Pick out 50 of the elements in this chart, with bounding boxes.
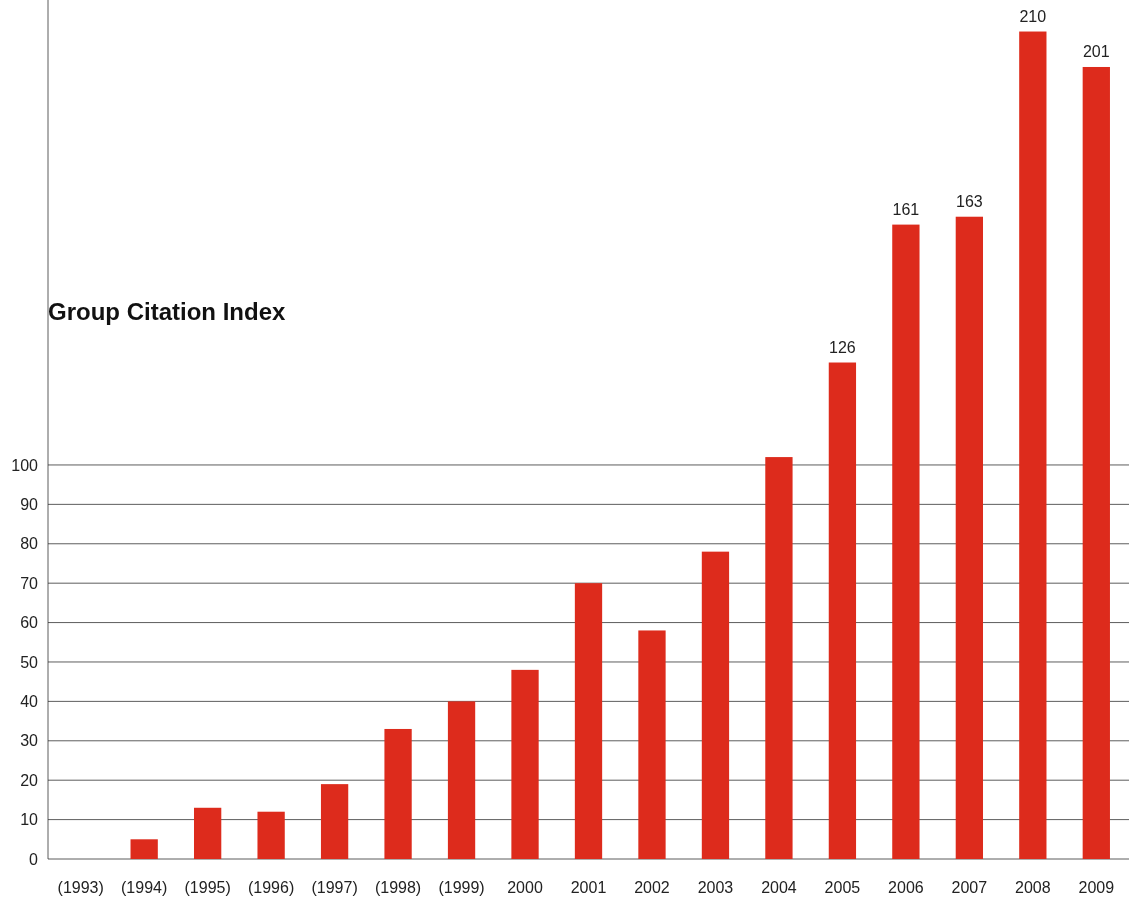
data-label: 201: [1082, 42, 1110, 60]
data-label: 210: [1019, 7, 1047, 25]
y-tick-label: 70: [20, 574, 39, 592]
bar: [1019, 31, 1047, 859]
bar: [320, 784, 349, 859]
bar: [511, 669, 539, 859]
y-tick-label: 30: [20, 732, 39, 750]
y-tick-label: 80: [20, 535, 39, 553]
x-tick-label: (1999): [438, 879, 485, 896]
bar: [447, 701, 476, 859]
x-tick-label: 2000: [507, 879, 543, 896]
bar: [701, 551, 730, 859]
bar: [574, 583, 603, 859]
y-tick-label: 40: [20, 692, 39, 710]
x-tick-label: 2003: [697, 879, 734, 896]
x-tick-label: 2007: [951, 879, 988, 896]
bar: [765, 457, 793, 859]
bar: [257, 811, 285, 859]
data-label: 163: [956, 192, 983, 210]
bar: [384, 728, 412, 859]
bar: [130, 839, 158, 859]
x-tick-label: 2009: [1078, 879, 1115, 896]
x-tick-label: 2004: [761, 879, 797, 896]
bar: [638, 630, 666, 859]
bar: [892, 224, 920, 859]
y-tick-label: 20: [20, 771, 39, 789]
data-label: 161: [892, 200, 920, 218]
x-tick-label: (1996): [247, 879, 295, 896]
bar: [1082, 66, 1110, 859]
x-tick-label: (1994): [121, 879, 168, 896]
y-tick-label: 90: [20, 495, 39, 513]
x-tick-label: 2005: [824, 879, 861, 896]
text: Group Citation Index: [48, 298, 286, 325]
x-tick-label: (1998): [374, 879, 422, 896]
y-tick-label: 0: [29, 850, 39, 868]
y-tick-label: 10: [20, 811, 39, 829]
x-tick-label: 2006: [888, 879, 924, 896]
y-tick-label: 60: [20, 614, 39, 632]
y-tick-label: 50: [20, 653, 39, 671]
data-label: 126: [829, 338, 856, 356]
x-tick-label: 2008: [1015, 879, 1051, 896]
x-tick-label: (1993): [57, 879, 104, 896]
x-tick-label: 2002: [634, 879, 670, 896]
x-tick-label: (1997): [311, 879, 358, 896]
x-tick-label: 2001: [570, 879, 607, 896]
bar: [194, 807, 222, 859]
x-tick-label: (1995): [184, 879, 231, 896]
bar: [955, 216, 983, 859]
bar: [828, 362, 857, 859]
y-tick-label: 100: [11, 456, 39, 474]
